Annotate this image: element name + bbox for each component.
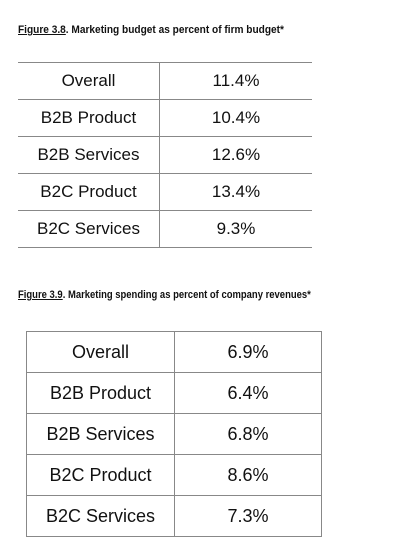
figure-3-8-caption: Figure 3.8. Marketing budget as percent … xyxy=(18,24,284,36)
row-value: 6.4% xyxy=(174,372,322,414)
row-label: B2B Product xyxy=(18,99,160,137)
row-value: 6.9% xyxy=(174,331,322,373)
table-row: B2B Product 10.4% xyxy=(18,99,312,137)
row-label: B2C Product xyxy=(26,454,175,496)
row-label: B2B Product xyxy=(26,372,175,414)
figure-title: . Marketing spending as percent of compa… xyxy=(62,289,311,301)
row-value: 9.3% xyxy=(159,210,312,248)
row-label: B2C Product xyxy=(18,173,160,211)
row-value: 6.8% xyxy=(174,413,322,455)
row-value: 7.3% xyxy=(174,495,322,537)
figure-number: Figure 3.9 xyxy=(18,289,63,301)
marketing-spending-table: Overall 6.9% B2B Product 6.4% B2B Servic… xyxy=(26,331,322,537)
table-row: B2B Services 12.6% xyxy=(18,136,312,174)
row-value: 8.6% xyxy=(174,454,322,496)
row-label: B2C Services xyxy=(18,210,160,248)
figure-title: . Marketing budget as percent of firm bu… xyxy=(65,24,284,36)
row-label: B2B Services xyxy=(18,136,160,174)
row-value: 10.4% xyxy=(159,99,312,137)
row-value: 12.6% xyxy=(159,136,312,174)
row-value: 11.4% xyxy=(159,62,312,100)
row-label: B2C Services xyxy=(26,495,175,537)
figure-3-9-caption: Figure 3.9. Marketing spending as percen… xyxy=(18,289,311,301)
row-label: Overall xyxy=(26,331,175,373)
marketing-budget-table: Overall 11.4% B2B Product 10.4% B2B Serv… xyxy=(18,62,312,248)
row-value: 13.4% xyxy=(159,173,312,211)
table-row: B2C Product 8.6% xyxy=(26,454,322,496)
figure-number: Figure 3.8 xyxy=(18,24,66,36)
table-row: B2B Product 6.4% xyxy=(26,372,322,414)
row-label: B2B Services xyxy=(26,413,175,455)
table-row: B2B Services 6.8% xyxy=(26,413,322,455)
table-row: Overall 11.4% xyxy=(18,62,312,100)
table-row: B2C Services 9.3% xyxy=(18,210,312,248)
table-row: B2C Product 13.4% xyxy=(18,173,312,211)
table-row: B2C Services 7.3% xyxy=(26,495,322,537)
table-row: Overall 6.9% xyxy=(26,331,322,373)
row-label: Overall xyxy=(18,62,160,100)
